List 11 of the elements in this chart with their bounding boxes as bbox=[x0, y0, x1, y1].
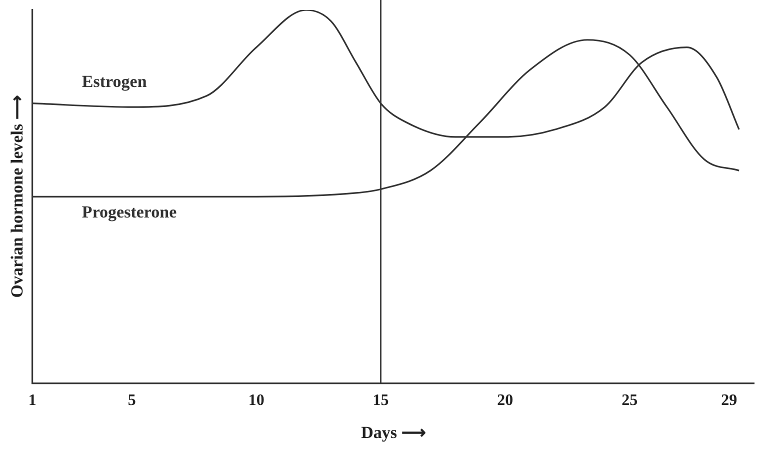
y-axis-title: Ovarian hormone levels ⟶ bbox=[8, 96, 27, 298]
x-tick-label: 15 bbox=[372, 392, 389, 410]
x-tick-label: 5 bbox=[128, 392, 136, 410]
x-axis-title: Days ⟶ bbox=[361, 423, 426, 442]
x-tick-label: 29 bbox=[721, 392, 738, 410]
x-tick-label: 25 bbox=[622, 392, 638, 410]
series-label: Estrogen bbox=[82, 72, 148, 91]
x-tick-label: 10 bbox=[248, 392, 264, 410]
x-tick-label: 1 bbox=[28, 392, 36, 410]
series-label: Progesterone bbox=[82, 202, 178, 222]
x-tick-label: 20 bbox=[497, 392, 514, 410]
